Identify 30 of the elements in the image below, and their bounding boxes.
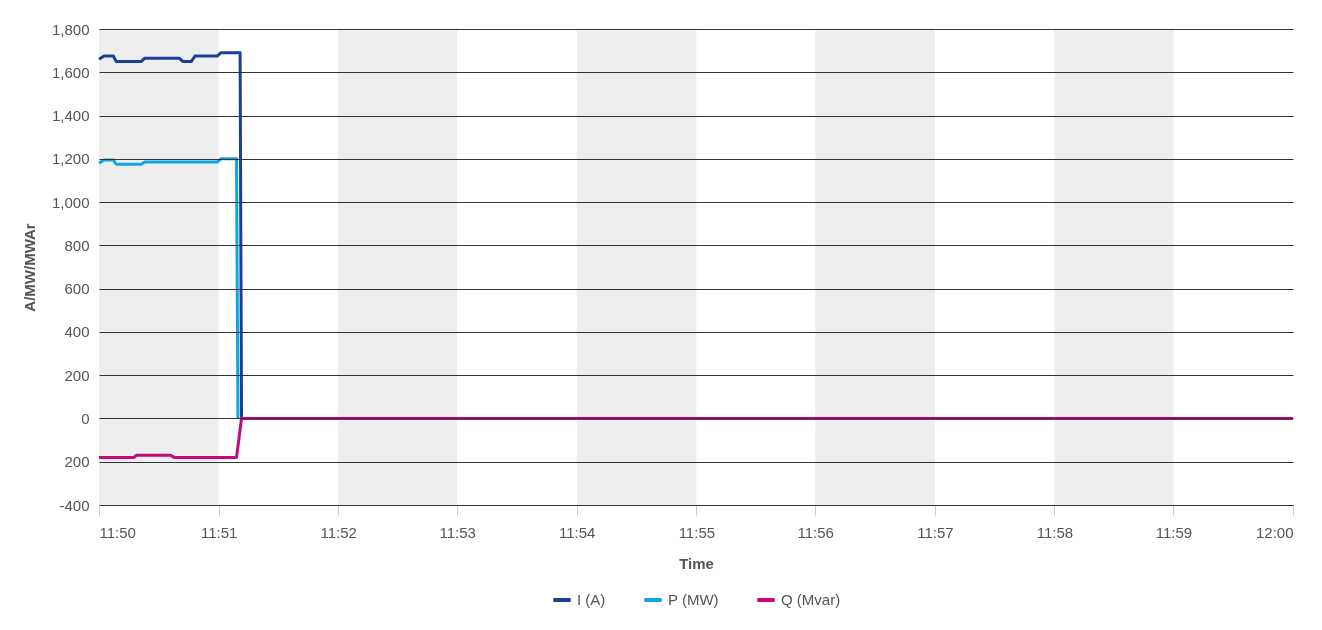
legend-label: I (A) [577,591,606,608]
y-tick-label: 1,200 [51,150,90,168]
x-tick-label: 11:52 [320,523,357,541]
y-tick-label: -400 [59,496,90,514]
x-tick-label: 11:50 [99,523,136,541]
y-tick-label: 1,800 [51,20,90,38]
y-axis-title: A/MW/MWAr [20,223,38,312]
y-tick-label: 1,000 [51,193,90,211]
y-tick-label: 1,600 [51,63,90,81]
x-tick-label: 11:53 [439,523,476,541]
y-tick-label: 1,400 [51,107,90,125]
x-tick-label: 11:54 [559,523,596,541]
y-tick-label: 400 [64,323,90,341]
x-tick-label: 11:56 [797,523,834,541]
legend-label: P (MW) [668,591,719,608]
y-tick-label: 200 [64,453,90,471]
x-tick-label: 11:55 [678,523,716,541]
y-tick-label: 0 [81,409,90,427]
y-tick-label: 800 [64,236,90,254]
x-tick-label: 11:59 [1155,523,1193,541]
x-tick-label: 11:51 [200,523,238,541]
y-tick-label: 600 [64,280,90,298]
x-tick-label: 12:00 [1255,523,1294,541]
x-tick-label: 11:58 [1036,523,1074,541]
x-axis-title: Time [679,554,714,572]
line-series [97,51,244,420]
x-tick-label: 11:57 [917,523,954,541]
legend-label: Q (Mvar) [781,591,841,608]
line-series [97,157,240,420]
y-tick-label: 200 [64,366,90,384]
